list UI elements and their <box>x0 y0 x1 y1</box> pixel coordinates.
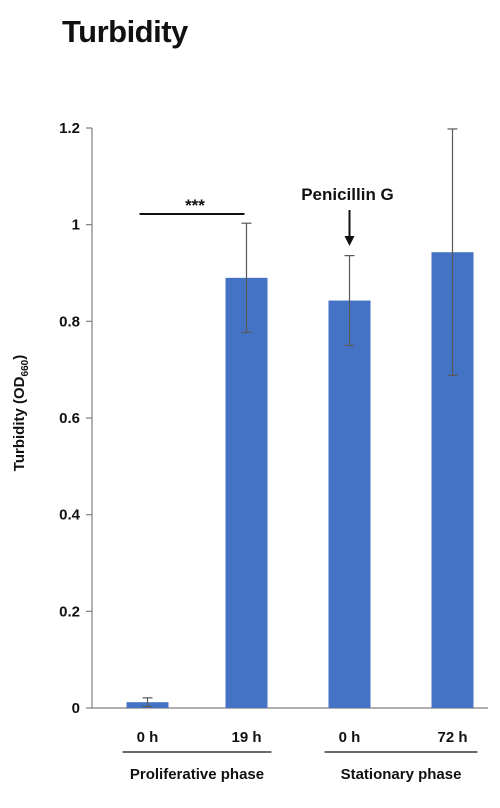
annotations: *** Penicillin G <box>139 185 394 246</box>
significance-label: *** <box>185 196 205 215</box>
y-tick-label: 0.8 <box>59 313 80 330</box>
y-tick-label: 0.6 <box>59 410 80 427</box>
category-label: 72 h <box>437 729 467 746</box>
bar <box>225 277 268 708</box>
arrow-label: Penicillin G <box>301 185 394 204</box>
category-label: 19 h <box>231 729 261 746</box>
group-label: Proliferative phase <box>130 766 264 783</box>
category-label: 0 h <box>339 729 361 746</box>
labels: 0 0.2 0.4 0.6 0.8 1 1.2 Turbidity (OD660) 0 h 19 … <box>11 120 468 783</box>
category-label: 0 h <box>137 729 159 746</box>
bars <box>126 252 474 708</box>
chart-title: Turbidity <box>62 14 188 49</box>
y-tick-label: 0 <box>72 700 80 717</box>
y-tick-label: 1 <box>72 217 80 234</box>
y-axis-label: Turbidity (OD660) <box>11 355 31 471</box>
group-label: Stationary phase <box>341 766 462 783</box>
y-tick-label: 0.4 <box>59 507 81 524</box>
y-tick-label: 0.2 <box>59 603 80 620</box>
error-bars <box>142 128 458 708</box>
bar <box>328 300 371 708</box>
y-tick-label: 1.2 <box>59 120 80 137</box>
axes <box>86 127 488 753</box>
